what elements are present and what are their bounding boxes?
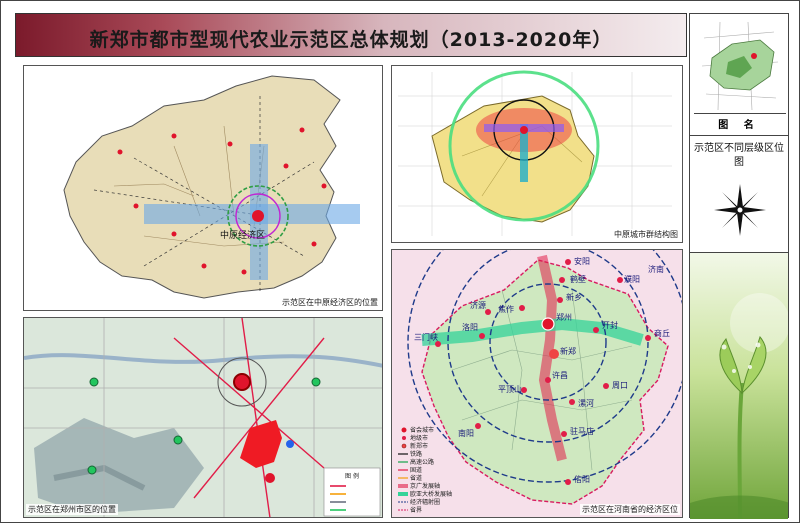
city-kaifeng: 开封 [602,320,618,330]
city-xinxiang: 新乡 [566,292,582,302]
city-jiaozuo: 焦作 [498,304,514,314]
city-jiyuan: 济源 [470,300,486,310]
legend-item: 铁路 [410,450,422,458]
outer-ring [448,70,600,222]
caption-zhengzhou: 示范区在郑州市区的位置 [26,504,118,515]
xinzheng-dot [549,349,559,359]
legend-item: 新郑市 [410,442,428,450]
panel-city-cluster: 中原城市群结构图 [391,65,683,243]
title-bar: 新郑市都市型现代农业示范区总体规划（2013-2020年） [15,13,687,57]
city-zhoukou: 周口 [612,381,628,390]
legend-item: 省会城市 [410,426,434,434]
page-title: 新郑市都市型现代农业示范区总体规划（2013-2020年） [89,29,613,51]
city-anyang: 安阳 [574,256,590,266]
zhengzhou-dot [541,317,555,331]
compass-icon [712,182,768,238]
legend-item: 高速公路 [410,458,434,466]
thumbnail-svg [694,18,786,113]
henan-svg: 安阳 鹤壁 濮阳 新乡 焦作 济源 洛阳 三门峡 郑州 开封 商丘 新郑 许昌 … [392,250,682,517]
panel-henan: 安阳 鹤壁 濮阳 新乡 焦作 济源 洛阳 三门峡 郑州 开封 商丘 新郑 许昌 … [391,249,683,518]
ring-inner [489,283,607,401]
city-jinan: 济南 [648,264,664,274]
legend-item: 京广发展轴 [410,482,440,490]
ring-purple [235,193,281,239]
city-nanyang: 南阳 [458,428,474,438]
thumbnail-map [694,18,786,114]
jingguang-axis [537,254,567,462]
legend-item: 欧亚大桥发展轴 [410,490,452,498]
city-hebi: 鹤壁 [570,274,586,284]
city-cluster-svg [398,70,672,236]
city-puyang: 濮阳 [624,274,640,284]
demo-zone [240,420,282,468]
map-name-header: 图 名 [690,116,788,136]
ring-middle [447,250,649,443]
city-xuchang: 许昌 [552,370,568,380]
caption-henan: 示范区在河南省的经济区位 [580,504,680,515]
ring-outer [407,250,682,483]
legend-item: 经济辐射圈 [410,498,440,506]
city-sanmenxia: 三门峡 [414,332,438,342]
zhengzhou-svg: 图 例 [24,318,382,517]
center-dot [252,210,264,222]
decorative-sprout-image [690,252,788,519]
city-zhumadian: 驻马店 [570,426,594,436]
mountain-area [34,418,204,514]
legend-item: 省道 [410,474,422,482]
city-pingdingshan: 平顶山 [498,384,522,394]
city-zhengzhou: 郑州 [556,312,572,322]
panel-zhengzhou: 图 例 示范区在郑州市区的位置 [23,317,383,518]
map-name-value: 示范区不同层级区位图 [694,143,784,168]
panel-china-map: 中原经济区 示范区在中原经济区的位置 [23,65,383,311]
city-shangqiu: 商丘 [654,328,670,338]
city-luoyang: 洛阳 [462,322,478,332]
caption-china: 示范区在中原经济区的位置 [280,297,380,308]
zhengzhou-legend-title: 图 例 [345,472,359,480]
legend-item: 地级市 [410,434,428,442]
china-zone-label: 中原经济区 [220,229,265,241]
legend-item: 国道 [410,466,422,474]
china-map-svg: 中原经济区 [63,75,360,299]
city-luohe: 漯河 [578,398,594,408]
legend-item: 省界 [410,506,422,514]
ring-green [227,185,289,247]
side-panel: 图 名 示范区不同层级区位图 [689,13,789,519]
henan-legend: 省会城市 地级市 新郑市 铁路 高速公路 国道 省道 京广发展轴 欧亚大桥发展轴… [398,426,452,514]
caption-city-cluster: 中原城市群结构图 [612,229,680,240]
city-xinyang: 信阳 [574,474,590,484]
city-xinzheng: 新郑 [560,346,576,356]
